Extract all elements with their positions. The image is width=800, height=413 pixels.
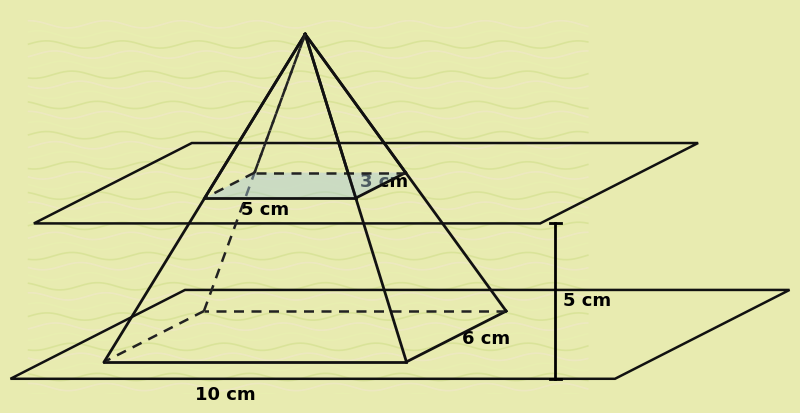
Text: 5 cm: 5 cm xyxy=(241,201,289,219)
Text: 10 cm: 10 cm xyxy=(194,386,255,404)
Text: 3 cm: 3 cm xyxy=(360,173,409,191)
Text: 5 cm: 5 cm xyxy=(563,292,611,310)
Polygon shape xyxy=(205,173,406,198)
Text: 6 cm: 6 cm xyxy=(462,330,510,349)
